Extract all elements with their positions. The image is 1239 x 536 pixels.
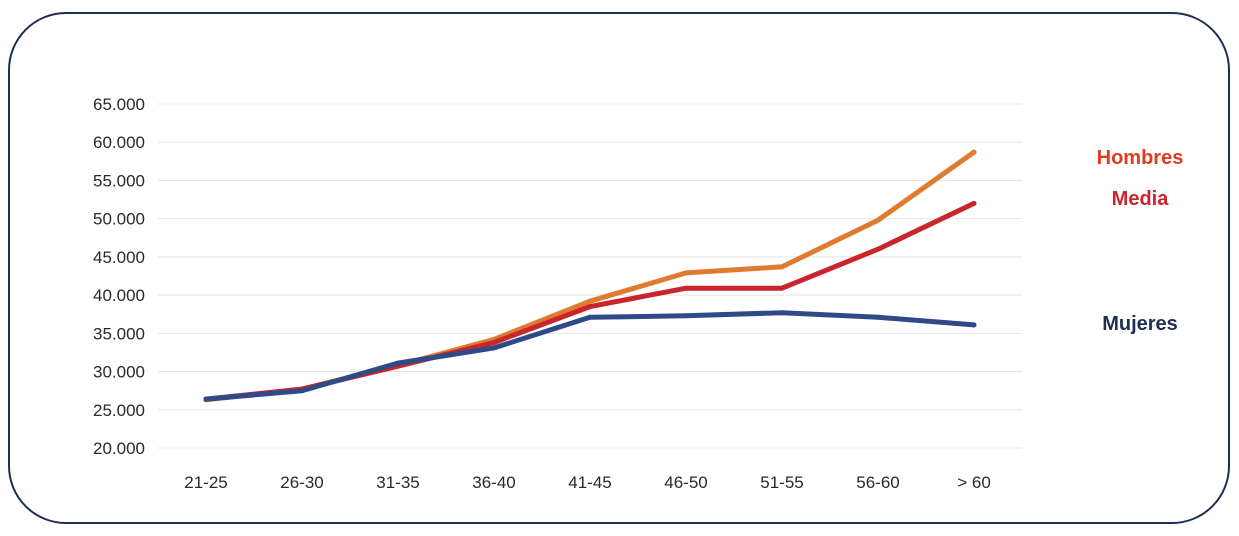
- y-tick-label: 25.000: [93, 401, 145, 420]
- y-axis: 65.000 60.000 55.000 50.000 45.000 40.000 35.0…: [93, 95, 145, 458]
- series-layer: [203, 149, 977, 403]
- data-point-media: [491, 340, 497, 346]
- x-tick-label: > 60: [957, 473, 991, 492]
- x-axis: 21-25 26-30 31-35 36-40 41-45 46-50 51-55 56-60…: [184, 473, 991, 492]
- y-tick-label: 35.000: [93, 324, 145, 343]
- y-tick-label: 20.000: [93, 439, 145, 458]
- chart-frame: [8, 12, 1230, 524]
- data-point-media: [683, 285, 689, 291]
- data-point-mujeres: [395, 360, 401, 366]
- series-line-mujeres: [203, 310, 977, 402]
- x-tick-label: 21-25: [184, 473, 227, 492]
- data-point-mujeres: [491, 345, 497, 351]
- x-tick-label: 46-50: [664, 473, 707, 492]
- data-point-mujeres: [683, 313, 689, 319]
- y-tick-label: 30.000: [93, 363, 145, 382]
- series-line-hombres: [203, 149, 977, 403]
- x-tick-label: 41-45: [568, 473, 611, 492]
- data-point-media: [875, 246, 881, 252]
- y-tick-label: 55.000: [93, 171, 145, 190]
- x-tick-label: 36-40: [472, 473, 515, 492]
- data-point-media: [971, 200, 977, 206]
- data-point-mujeres: [587, 314, 593, 320]
- data-point-hombres: [875, 217, 881, 223]
- y-tick-label: 45.000: [93, 248, 145, 267]
- x-tick-label: 51-55: [760, 473, 803, 492]
- y-tick-label: 40.000: [93, 286, 145, 305]
- data-point-mujeres: [875, 314, 881, 320]
- data-point-mujeres: [299, 388, 305, 394]
- data-point-mujeres: [779, 310, 785, 316]
- data-point-hombres: [587, 298, 593, 304]
- legend-label-media: Media: [1112, 188, 1170, 210]
- y-tick-label: 65.000: [93, 95, 145, 114]
- grid-layer: [158, 103, 1022, 449]
- x-tick-label: 26-30: [280, 473, 323, 492]
- legend-label-hombres: Hombres: [1097, 147, 1184, 169]
- x-tick-label: 31-35: [376, 473, 419, 492]
- data-point-mujeres: [203, 396, 209, 402]
- data-point-hombres: [683, 270, 689, 276]
- data-point-hombres: [779, 264, 785, 270]
- data-point-media: [587, 304, 593, 310]
- legend: Hombres Media Mujeres: [1097, 147, 1184, 335]
- data-point-hombres: [971, 149, 977, 155]
- data-point-mujeres: [971, 322, 977, 328]
- legend-label-mujeres: Mujeres: [1102, 313, 1178, 335]
- y-tick-label: 50.000: [93, 210, 145, 229]
- x-tick-label: 56-60: [856, 473, 899, 492]
- data-point-media: [779, 285, 785, 291]
- y-tick-label: 60.000: [93, 133, 145, 152]
